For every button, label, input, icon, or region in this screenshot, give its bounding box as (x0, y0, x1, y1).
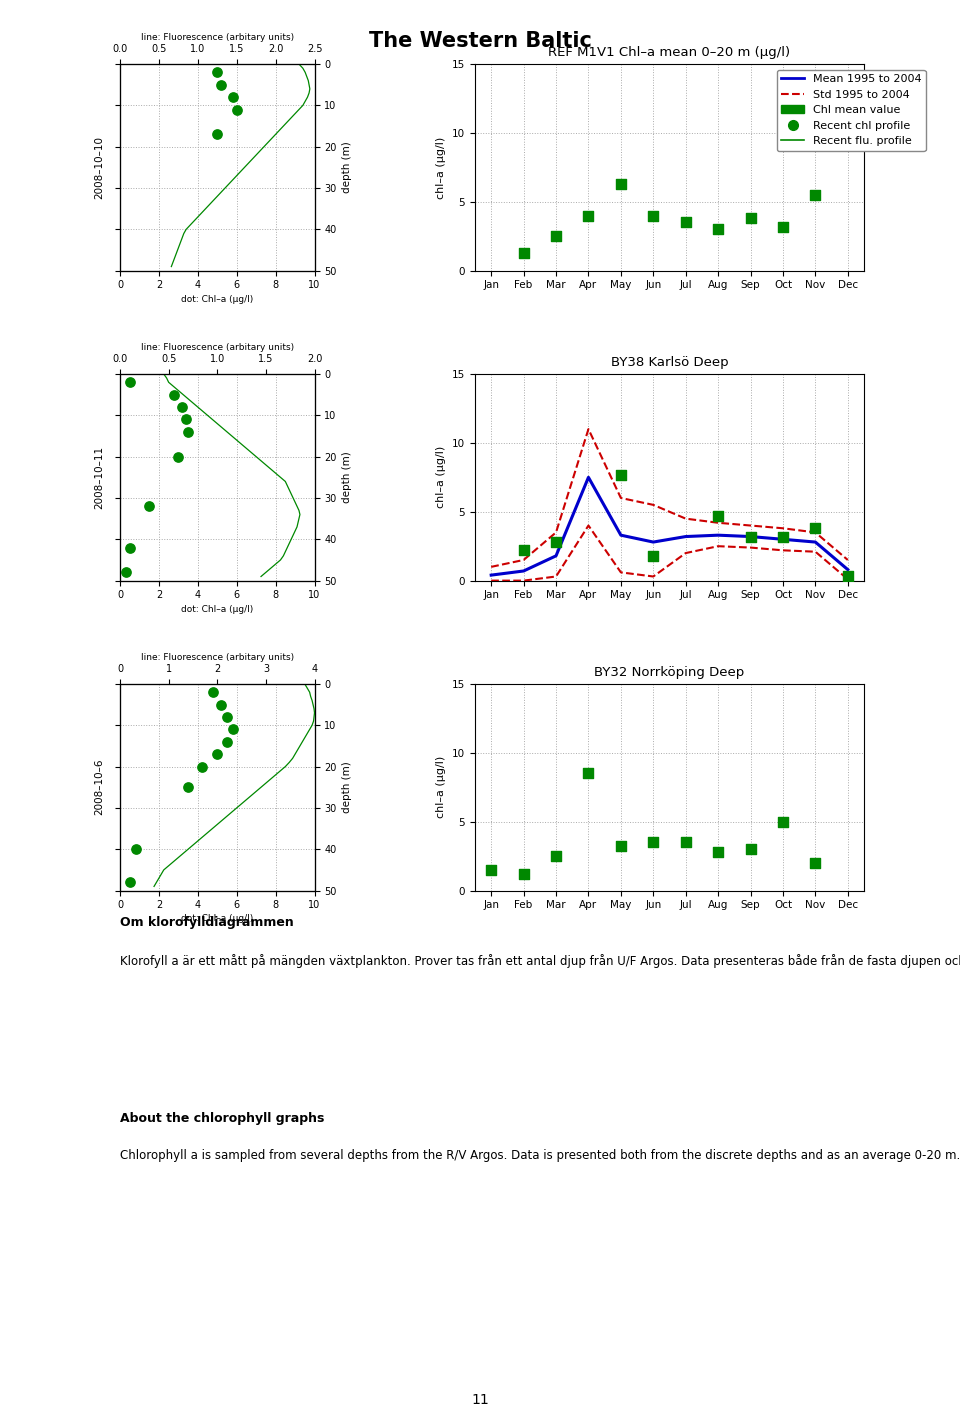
Point (205, 681, 221, 703)
Point (128, 837, 143, 860)
Point (776, 215, 791, 238)
Point (678, 832, 693, 854)
Point (180, 420, 196, 443)
Point (118, 561, 133, 584)
Point (646, 832, 661, 854)
Point (209, 743, 225, 766)
Point (209, 61, 225, 84)
Point (678, 211, 693, 234)
Point (613, 834, 629, 857)
Point (226, 85, 241, 108)
Point (516, 538, 531, 561)
Point (122, 370, 137, 393)
Point (807, 184, 823, 206)
Y-axis label: chl–a (µg/l): chl–a (µg/l) (437, 446, 446, 508)
Y-axis label: depth (m): depth (m) (342, 141, 352, 194)
Point (743, 206, 758, 229)
Legend: Mean 1995 to 2004, Std 1995 to 2004, Chl mean value, Recent chl profile, Recent : Mean 1995 to 2004, Std 1995 to 2004, Chl… (777, 70, 925, 151)
Point (229, 98, 245, 121)
Point (646, 204, 661, 226)
Point (213, 693, 228, 716)
Y-axis label: 2008–10–11: 2008–10–11 (95, 446, 105, 508)
X-axis label: line: Fluorescence (arbitary units): line: Fluorescence (arbitary units) (141, 33, 294, 43)
Point (167, 383, 182, 406)
Point (743, 525, 758, 548)
Point (840, 565, 855, 588)
Point (194, 755, 209, 778)
Point (807, 852, 823, 874)
Point (613, 463, 629, 486)
X-axis label: dot: Chl–a (µg/l): dot: Chl–a (µg/l) (181, 914, 253, 923)
Point (710, 840, 726, 863)
Y-axis label: chl–a (µg/l): chl–a (µg/l) (437, 137, 446, 198)
Point (171, 446, 186, 468)
Title: REF M1V1 Chl–a mean 0–20 m (µg/l): REF M1V1 Chl–a mean 0–20 m (µg/l) (548, 46, 790, 58)
Point (776, 525, 791, 548)
Text: Om klorofylldiagrammen: Om klorofylldiagrammen (120, 917, 294, 930)
Point (209, 122, 225, 145)
X-axis label: line: Fluorescence (arbitary units): line: Fluorescence (arbitary units) (141, 343, 294, 352)
Point (807, 517, 823, 540)
X-axis label: dot: Chl–a (µg/l): dot: Chl–a (µg/l) (181, 295, 253, 303)
Y-axis label: chl–a (µg/l): chl–a (µg/l) (437, 756, 446, 819)
Point (175, 396, 190, 419)
Y-axis label: depth (m): depth (m) (342, 762, 352, 813)
Point (743, 837, 758, 860)
Y-axis label: 2008–10–6: 2008–10–6 (95, 759, 105, 816)
Text: Klorofyll a är ett mått på mängden växtplankton. Prover tas från ett antal djup : Klorofyll a är ett mått på mängden växtp… (120, 954, 960, 967)
Title: BY38 Karlsö Deep: BY38 Karlsö Deep (611, 356, 729, 369)
Text: About the chlorophyll graphs: About the chlorophyll graphs (120, 1112, 324, 1125)
Point (484, 859, 499, 881)
Title: BY32 Norrköping Deep: BY32 Norrköping Deep (594, 665, 745, 679)
Point (581, 762, 596, 785)
Y-axis label: depth (m): depth (m) (342, 451, 352, 503)
Y-axis label: 2008–10–10: 2008–10–10 (95, 135, 105, 199)
Text: Chlorophyll a is sampled from several depths from the R/V Argos. Data is present: Chlorophyll a is sampled from several de… (120, 1149, 960, 1162)
Point (213, 74, 228, 97)
Point (219, 706, 234, 729)
Point (180, 776, 196, 799)
Point (581, 204, 596, 226)
X-axis label: line: Fluorescence (arbitary units): line: Fluorescence (arbitary units) (141, 654, 294, 662)
Point (710, 218, 726, 241)
Point (219, 731, 234, 753)
Point (141, 496, 156, 518)
Point (516, 242, 531, 265)
Point (646, 544, 661, 567)
Point (710, 504, 726, 527)
Point (548, 844, 564, 867)
Text: The Western Baltic: The Western Baltic (369, 31, 591, 51)
Point (548, 225, 564, 248)
Point (613, 172, 629, 195)
Point (516, 863, 531, 886)
Point (776, 810, 791, 833)
Point (122, 871, 137, 894)
Point (548, 531, 564, 554)
X-axis label: dot: Chl–a (µg/l): dot: Chl–a (µg/l) (181, 605, 253, 614)
Point (179, 409, 194, 431)
Point (122, 537, 137, 560)
Text: 11: 11 (471, 1393, 489, 1407)
Point (226, 718, 241, 740)
